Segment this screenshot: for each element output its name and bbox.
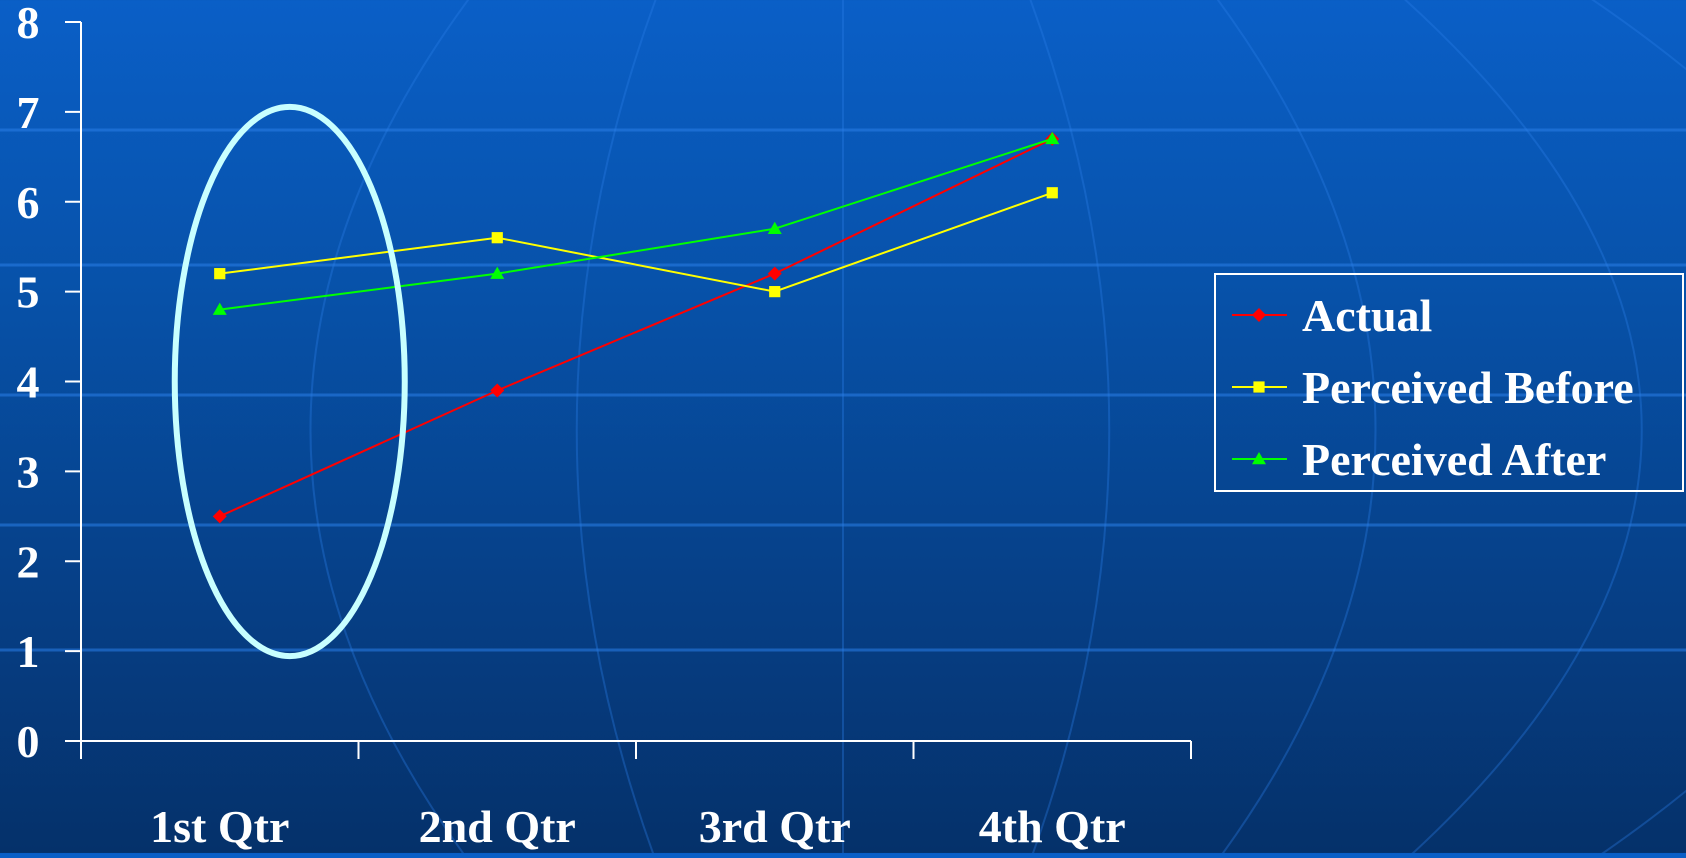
y-tick-label: 8 <box>17 0 40 48</box>
y-tick-label: 2 <box>17 536 40 587</box>
data-point <box>214 268 226 280</box>
series-perceived-after <box>212 131 1060 315</box>
chart-legend: Actual Perceived Before Perceived After <box>1214 273 1684 492</box>
x-category-label: 4th Qtr <box>979 801 1126 852</box>
chart-series <box>212 131 1060 524</box>
x-category-label: 1st Qtr <box>150 801 289 852</box>
series-line <box>219 191 1053 293</box>
legend-marker <box>1253 381 1265 393</box>
y-tick-label: 5 <box>17 267 40 318</box>
data-point <box>769 286 781 298</box>
chart-axes <box>65 21 1192 759</box>
y-tick-label: 4 <box>17 357 40 408</box>
legend-item: Perceived Before <box>1232 362 1634 413</box>
legend-item: Perceived After <box>1232 434 1606 485</box>
data-point <box>212 509 227 524</box>
y-tick-label: 0 <box>17 716 40 767</box>
y-tick-labels: 0 1 2 3 4 5 6 7 8 <box>17 0 40 767</box>
data-point <box>491 232 503 244</box>
chart-annotations <box>171 103 408 660</box>
highlight-ellipse <box>171 103 408 660</box>
series-line <box>219 137 1053 518</box>
x-category-label: 2nd Qtr <box>419 801 576 852</box>
series-perceived-before <box>214 187 1058 298</box>
series-actual <box>212 131 1060 524</box>
legend-item: Actual <box>1232 290 1432 341</box>
y-tick-label: 1 <box>17 626 40 677</box>
globe-longitude-line <box>309 0 470 858</box>
series-line <box>219 137 1053 311</box>
globe-longitude-line <box>1029 0 1111 858</box>
legend-marker <box>1252 308 1266 322</box>
legend-label: Actual <box>1302 290 1432 341</box>
legend-marker <box>1252 452 1266 465</box>
legend-box <box>1214 273 1684 492</box>
globe-longitude-line <box>575 0 657 858</box>
y-tick-label: 6 <box>17 177 40 228</box>
y-tick-label: 3 <box>17 446 40 497</box>
data-point <box>1045 131 1060 145</box>
data-point <box>767 221 782 234</box>
data-point <box>767 266 782 281</box>
legend-label: Perceived After <box>1302 434 1606 485</box>
data-point <box>490 383 505 398</box>
globe-longitude-line <box>1403 0 1643 858</box>
x-category-label: 3rd Qtr <box>699 801 851 852</box>
data-point <box>212 302 227 315</box>
legend-label: Perceived Before <box>1302 362 1634 413</box>
y-tick-label: 7 <box>17 87 40 138</box>
x-tick-labels: 1st Qtr 2nd Qtr 3rd Qtr 4th Qtr <box>150 801 1126 852</box>
globe-longitude-line <box>1216 0 1377 858</box>
data-point <box>490 266 505 279</box>
data-point <box>1046 187 1058 199</box>
globe-longitude-line <box>1591 0 1686 858</box>
